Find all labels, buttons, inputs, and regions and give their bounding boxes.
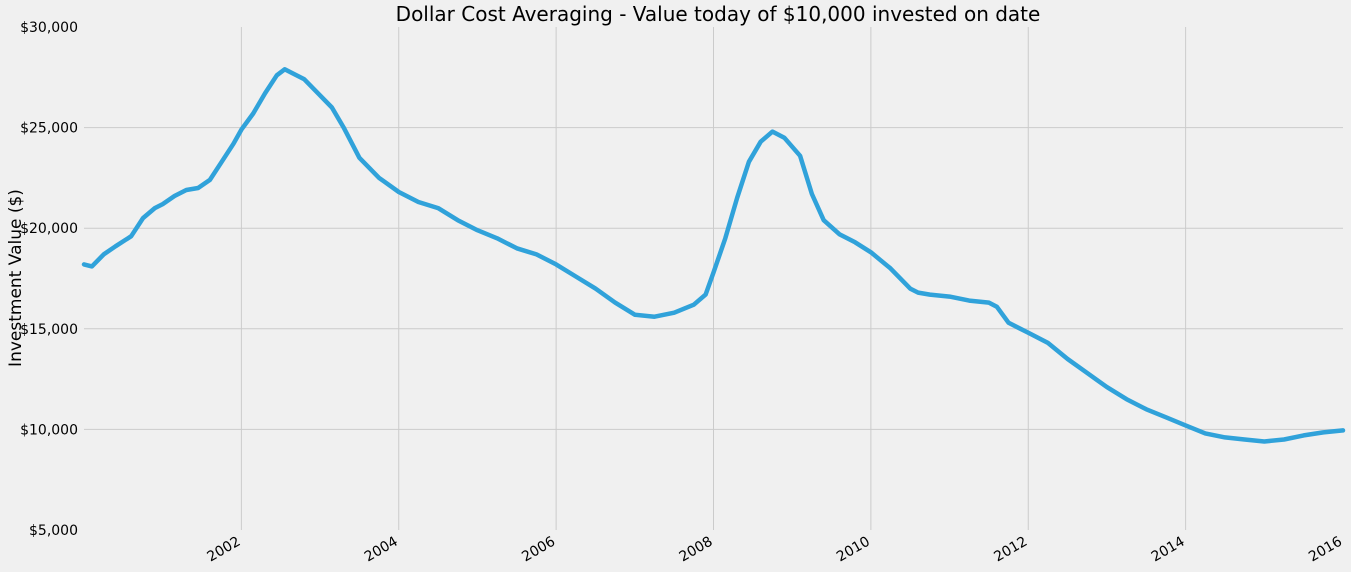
x-tick-label: 2002 <box>205 534 244 566</box>
y-axis-ticks: $5,000 $10,000 $15,000 $20,000 $25,000 $30,00… <box>20 20 78 539</box>
y-axis-label: Investment Value ($) <box>6 189 26 367</box>
chart-title: Dollar Cost Averaging - Value today of $… <box>396 2 1041 26</box>
x-tick-label: 2010 <box>834 534 873 566</box>
x-tick-label: 2004 <box>362 534 401 566</box>
x-tick-label: 2014 <box>1149 534 1188 566</box>
grid <box>84 27 1343 530</box>
y-tick-label: $15,000 <box>20 322 78 338</box>
y-tick-label: $10,000 <box>20 422 78 438</box>
series-line <box>81 67 1346 444</box>
x-tick-label: 2006 <box>519 534 558 566</box>
x-axis-ticks: 2002 2004 2006 2008 2010 2012 2014 2016 <box>205 534 1346 566</box>
x-tick-label: 2016 <box>1306 534 1345 566</box>
y-tick-label: $20,000 <box>20 221 78 237</box>
x-tick-label: 2008 <box>677 534 716 566</box>
y-tick-label: $30,000 <box>20 20 78 36</box>
x-tick-label: 2012 <box>991 534 1030 566</box>
y-tick-label: $25,000 <box>20 121 78 137</box>
y-tick-label: $5,000 <box>29 523 78 539</box>
series-layer <box>81 67 1346 444</box>
